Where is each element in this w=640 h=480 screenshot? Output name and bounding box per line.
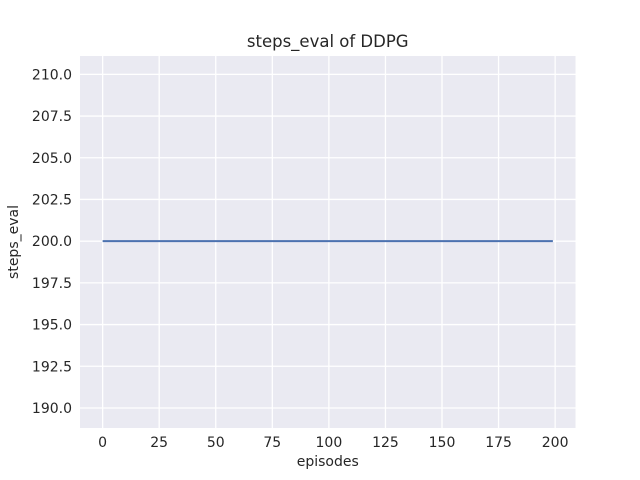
x-tick-label: 0 bbox=[98, 435, 107, 451]
x-tick-label: 50 bbox=[207, 435, 225, 451]
x-tick-label: 100 bbox=[316, 435, 343, 451]
x-tick-label: 150 bbox=[429, 435, 456, 451]
x-tick-label: 75 bbox=[263, 435, 281, 451]
chart-title: steps_eval of DDPG bbox=[247, 32, 409, 52]
y-tick-label: 205.0 bbox=[32, 151, 72, 167]
x-tick-label: 25 bbox=[150, 435, 168, 451]
y-tick-label: 210.0 bbox=[32, 67, 72, 83]
x-tick-label: 175 bbox=[485, 435, 512, 451]
y-tick-label: 192.5 bbox=[32, 359, 72, 375]
x-tick-label: 125 bbox=[372, 435, 399, 451]
y-axis-label: steps_eval bbox=[6, 205, 22, 279]
y-tick-label: 207.5 bbox=[32, 109, 72, 125]
x-tick-label: 200 bbox=[542, 435, 569, 451]
y-tick-label: 202.5 bbox=[32, 192, 72, 208]
y-tick-label: 197.5 bbox=[32, 276, 72, 292]
y-tick-label: 200.0 bbox=[32, 234, 72, 250]
y-tick-label: 195.0 bbox=[32, 318, 72, 334]
y-tick-label: 190.0 bbox=[32, 401, 72, 417]
x-axis-label: episodes bbox=[297, 454, 359, 470]
